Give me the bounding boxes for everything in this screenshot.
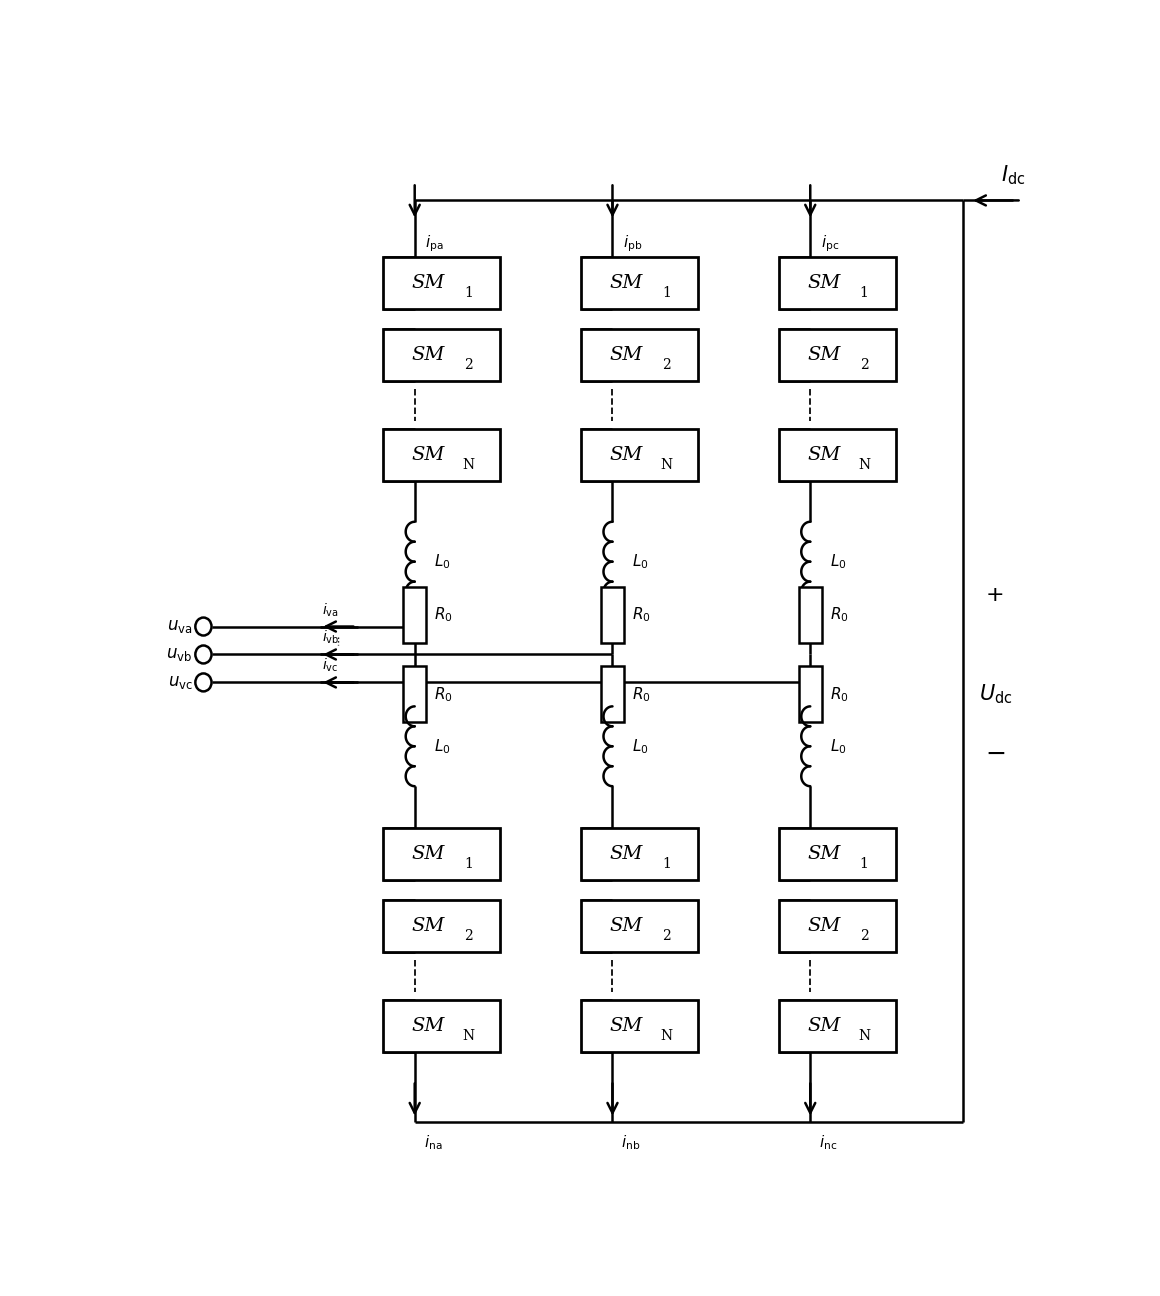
Text: −: − [986,743,1007,766]
Text: +: + [986,584,1005,605]
Bar [383,828,500,880]
Text: 1: 1 [464,286,473,301]
Text: SM: SM [807,845,841,863]
Text: SM: SM [609,1016,643,1034]
Text: 1: 1 [860,286,869,301]
Text: 1: 1 [860,857,869,871]
Bar [383,899,500,951]
Text: $i_{\mathrm{nc}}$: $i_{\mathrm{nc}}$ [819,1134,838,1152]
Bar [601,666,624,722]
Text: $I_{\mathrm{dc}}$: $I_{\mathrm{dc}}$ [1001,163,1025,188]
Text: $R_0$: $R_0$ [632,605,651,623]
Bar [383,999,500,1051]
Text: $L_0$: $L_0$ [632,552,648,572]
Bar [778,329,896,381]
Text: SM: SM [412,446,445,464]
Text: SM: SM [412,346,445,364]
Text: $L_0$: $L_0$ [831,737,847,756]
Text: 2: 2 [464,929,473,943]
Text: 2: 2 [662,358,670,372]
Text: N: N [858,1029,870,1043]
Bar [581,258,698,310]
Text: $R_0$: $R_0$ [831,686,849,704]
Text: SM: SM [609,446,643,464]
Bar [581,329,698,381]
Text: $u_{\mathrm{va}}$: $u_{\mathrm{va}}$ [167,618,193,635]
Text: $u_{\mathrm{vc}}$: $u_{\mathrm{vc}}$ [167,674,193,691]
Text: 2: 2 [860,358,869,372]
Text: SM: SM [412,916,445,934]
Text: SM: SM [807,275,841,293]
Bar [581,999,698,1051]
Text: SM: SM [609,275,643,293]
Text: 1: 1 [662,857,670,871]
Text: $i_{\mathrm{pb}}$: $i_{\mathrm{pb}}$ [623,233,643,254]
Text: N: N [660,1029,673,1043]
Text: N: N [660,457,673,472]
Text: SM: SM [412,1016,445,1034]
Text: SM: SM [807,446,841,464]
Text: $R_0$: $R_0$ [435,686,454,704]
Text: $L_0$: $L_0$ [831,552,847,572]
Text: $i_{\mathrm{vc}}$: $i_{\mathrm{vc}}$ [322,657,339,674]
Text: $L_0$: $L_0$ [435,737,451,756]
Bar [778,828,896,880]
Text: $R_0$: $R_0$ [632,686,651,704]
Bar [581,828,698,880]
Bar [778,999,896,1051]
Bar [581,429,698,481]
Text: SM: SM [807,916,841,934]
Text: SM: SM [807,346,841,364]
Bar [601,587,624,643]
Text: 2: 2 [662,929,670,943]
Bar [403,587,427,643]
Text: 1: 1 [662,286,670,301]
Bar [778,429,896,481]
Text: SM: SM [609,845,643,863]
Text: 2: 2 [464,358,473,372]
Text: SM: SM [609,916,643,934]
Text: SM: SM [412,845,445,863]
Text: $U_{\mathrm{dc}}$: $U_{\mathrm{dc}}$ [979,683,1013,706]
Bar [778,258,896,310]
Bar [383,258,500,310]
Bar [383,329,500,381]
Text: $i_{\mathrm{nb}}$: $i_{\mathrm{nb}}$ [622,1134,640,1152]
Text: $i_{\mathrm{pc}}$: $i_{\mathrm{pc}}$ [821,233,840,254]
Bar [798,587,822,643]
Text: $R_0$: $R_0$ [435,605,454,623]
Text: SM: SM [807,1016,841,1034]
Text: N: N [858,457,870,472]
Bar [798,666,822,722]
Text: N: N [463,457,474,472]
Bar [383,429,500,481]
Bar [581,899,698,951]
Text: $i_{\mathrm{va}}$: $i_{\mathrm{va}}$ [322,601,339,618]
Text: $i_{\mathrm{na}}$: $i_{\mathrm{na}}$ [423,1134,442,1152]
Text: $i_{\mathrm{vb}}$: $i_{\mathrm{vb}}$ [322,629,340,647]
Text: $L_0$: $L_0$ [435,552,451,572]
Text: SM: SM [609,346,643,364]
Text: 1: 1 [464,857,473,871]
Text: 2: 2 [860,929,869,943]
Bar [778,899,896,951]
Text: $R_0$: $R_0$ [831,605,849,623]
Text: SM: SM [412,275,445,293]
Bar [403,666,427,722]
Text: $u_{\mathrm{vb}}$: $u_{\mathrm{vb}}$ [167,645,193,664]
Text: $i_{\mathrm{pa}}$: $i_{\mathrm{pa}}$ [426,233,444,254]
Text: $L_0$: $L_0$ [632,737,648,756]
Text: N: N [463,1029,474,1043]
